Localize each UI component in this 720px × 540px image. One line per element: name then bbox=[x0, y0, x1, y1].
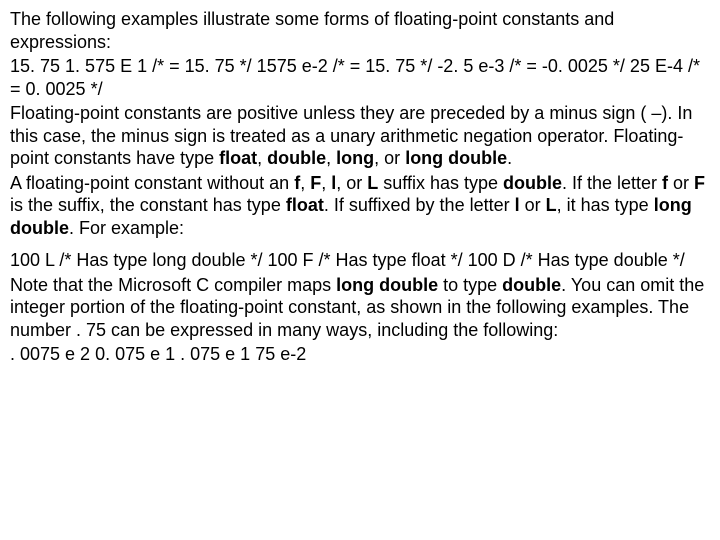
suffix-b: suffix has type bbox=[378, 173, 503, 193]
type-float-2: float bbox=[286, 195, 324, 215]
sep: , bbox=[300, 173, 310, 193]
letter-L-2: L bbox=[546, 195, 557, 215]
type-float: float bbox=[219, 148, 257, 168]
examples-line-2: 100 L /* Has type long double */ 100 F /… bbox=[10, 249, 710, 272]
sep: , or bbox=[374, 148, 405, 168]
period: . bbox=[507, 148, 512, 168]
type-long-double-3: long double bbox=[336, 275, 438, 295]
paragraph-block-1: The following examples illustrate some f… bbox=[10, 8, 710, 239]
suffix-c: . If the letter bbox=[562, 173, 662, 193]
note-text: Note that the Microsoft C compiler maps … bbox=[10, 274, 710, 342]
letter-F: F bbox=[310, 173, 321, 193]
sep: , bbox=[326, 148, 336, 168]
suffix-text: A floating-point constant without an f, … bbox=[10, 172, 710, 240]
sep: , or bbox=[336, 173, 367, 193]
paragraph-block-2: 100 L /* Has type long double */ 100 F /… bbox=[10, 249, 710, 366]
suffix-f: , it has type bbox=[557, 195, 654, 215]
type-double-2: double bbox=[503, 173, 562, 193]
intro-text: The following examples illustrate some f… bbox=[10, 8, 710, 53]
note-b: to type bbox=[438, 275, 502, 295]
letter-F-2: F bbox=[694, 173, 705, 193]
sep-or: or bbox=[520, 195, 546, 215]
sep-or: or bbox=[668, 173, 694, 193]
suffix-g: . For example: bbox=[69, 218, 184, 238]
examples-line-3: . 0075 e 2 0. 075 e 1 . 075 e 1 75 e-2 bbox=[10, 343, 710, 366]
examples-line-1: 15. 75 1. 575 E 1 /* = 15. 75 */ 1575 e-… bbox=[10, 55, 710, 100]
suffix-e: . If suffixed by the letter bbox=[324, 195, 515, 215]
sep: , bbox=[321, 173, 331, 193]
sep: , bbox=[257, 148, 267, 168]
letter-L: L bbox=[367, 173, 378, 193]
type-long: long bbox=[336, 148, 374, 168]
type-double: double bbox=[267, 148, 326, 168]
type-double-3: double bbox=[502, 275, 561, 295]
suffix-d: is the suffix, the constant has type bbox=[10, 195, 286, 215]
positive-text: Floating-point constants are positive un… bbox=[10, 102, 710, 170]
type-long-double: long double bbox=[405, 148, 507, 168]
suffix-a: A floating-point constant without an bbox=[10, 173, 294, 193]
note-a: Note that the Microsoft C compiler maps bbox=[10, 275, 336, 295]
